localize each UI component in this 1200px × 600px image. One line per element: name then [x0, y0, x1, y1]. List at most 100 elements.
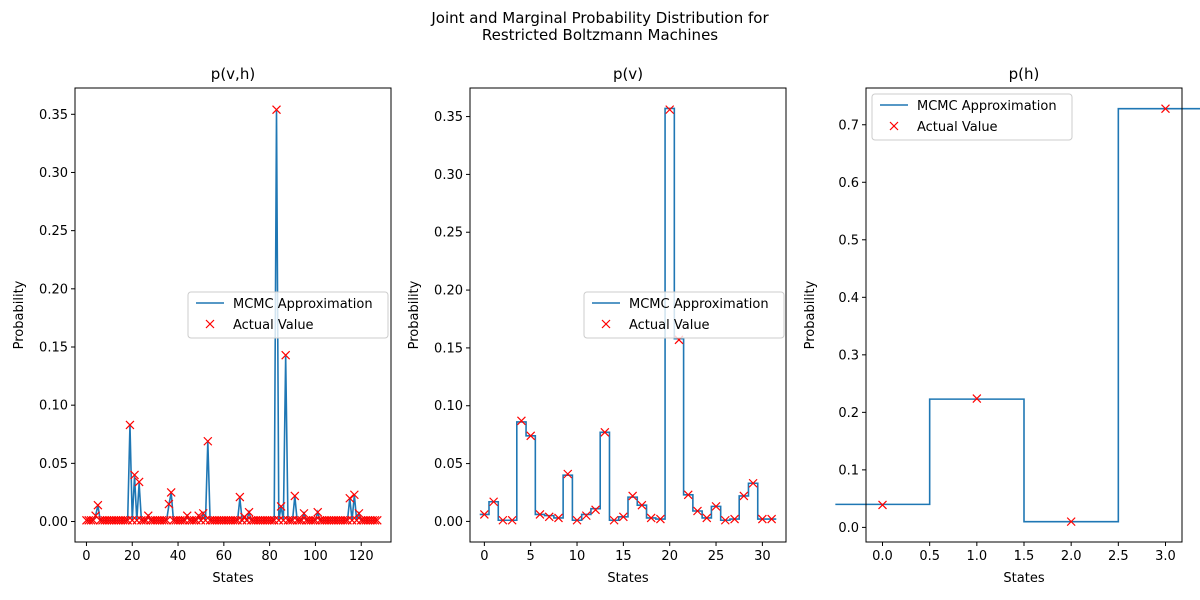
x-tick-label: 20	[124, 549, 141, 564]
legend: MCMC Approximation Actual Value	[187, 291, 389, 339]
y-tick-label: 0.05	[39, 457, 68, 472]
data-point-actual	[572, 515, 582, 525]
legend-label-actual: Actual Value	[629, 318, 710, 333]
x-tick-label: 0	[82, 549, 90, 564]
data-point-actual	[498, 515, 508, 525]
y-tick-label: 0.20	[434, 284, 463, 299]
chart-title: p(v,h)	[211, 65, 255, 83]
x-axis-label: States	[607, 571, 648, 586]
data-point-actual	[656, 514, 665, 524]
data-point-actual	[609, 515, 619, 525]
x-tick-label: 1.0	[966, 549, 987, 564]
data-point-actual	[767, 514, 777, 524]
legend-marker-swatch	[205, 319, 215, 329]
data-point-actual	[340, 515, 350, 525]
x-tick-label: 15	[615, 549, 632, 564]
y-tick-label: 0.2	[838, 406, 859, 421]
data-point-actual	[748, 478, 758, 488]
y-tick-label: 0.15	[39, 340, 68, 355]
data-point-actual	[166, 488, 176, 497]
data-point-actual	[313, 507, 323, 517]
axes-frame	[469, 87, 787, 543]
data-point-actual	[308, 515, 318, 525]
data-point-actual	[720, 515, 730, 525]
data-point-actual	[290, 491, 300, 501]
x-tick-label: 0.0	[872, 549, 893, 564]
data-point-actual	[1066, 517, 1076, 527]
data-point-actual	[581, 511, 591, 521]
data-point-actual	[203, 436, 213, 446]
legend-box	[187, 291, 389, 339]
legend-label-mcmc: MCMC Approximation	[233, 297, 373, 312]
y-tick-label: 0.0	[838, 521, 859, 536]
data-point-actual	[479, 510, 489, 519]
data-point-actual	[972, 394, 982, 403]
y-tick-label: 0.25	[434, 226, 463, 241]
data-point-actual	[159, 515, 169, 525]
legend-box	[871, 93, 1073, 141]
y-tick-label: 0.3	[838, 348, 859, 363]
data-point-actual	[372, 515, 382, 525]
x-tick-label: 3.0	[1155, 549, 1176, 564]
data-point-actual	[517, 416, 526, 426]
legend-label-actual: Actual Value	[233, 318, 314, 333]
data-point-actual	[370, 515, 380, 525]
data-point-actual	[134, 477, 144, 487]
data-point-actual	[88, 515, 98, 525]
chart-panel-3: 0.0 0.5 1.0 1.5 2.0 2.5 3.0 0.0 0.1 0.2 0.3 0.4 0.5 0…	[803, 65, 1200, 586]
data-point-actual	[281, 350, 291, 360]
data-point-actual	[276, 501, 286, 511]
x-tick-label: 120	[349, 549, 374, 564]
legend-label-mcmc: MCMC Approximation	[917, 99, 1057, 114]
x-tick-label: 0	[480, 549, 488, 564]
data-point-actual	[130, 470, 139, 480]
x-tick-label: 2.0	[1061, 549, 1082, 564]
data-point-actual	[299, 508, 309, 518]
data-point-actual	[554, 513, 563, 523]
x-tick-label: 40	[170, 549, 187, 564]
x-tick-label: 100	[303, 549, 328, 564]
x-tick-label: 1.5	[1014, 549, 1035, 564]
data-point-actual	[507, 515, 517, 525]
legend-label-mcmc: MCMC Approximation	[629, 297, 769, 312]
y-tick-label: 0.1	[838, 463, 859, 478]
y-tick-label: 0.30	[39, 166, 68, 181]
y-tick-label: 0.15	[434, 341, 463, 356]
figure-suptitle: Joint and Marginal Probability Distribut…	[431, 9, 769, 44]
data-point-actual	[198, 508, 208, 518]
legend-marker-swatch	[601, 319, 611, 329]
y-axis-label: Probability	[803, 280, 818, 349]
y-tick-label: 0.20	[39, 282, 68, 297]
data-point-actual	[730, 514, 739, 524]
data-point-actual	[345, 493, 355, 503]
data-point-actual	[230, 515, 240, 525]
legend-label-actual: Actual Value	[917, 120, 998, 135]
y-tick-label: 0.00	[434, 515, 463, 530]
y-tick-label: 0.35	[434, 110, 463, 125]
x-tick-label: 10	[569, 549, 586, 564]
data-point-actual	[711, 501, 721, 511]
x-tick-label: 25	[708, 549, 725, 564]
y-tick-label: 0.5	[838, 233, 859, 248]
y-tick-label: 0.00	[39, 515, 68, 530]
chart-panel-2: 0 5 10 15 20 25 30 0.00 0.05 0.10 0.15 0.20 0.25 0.30…	[407, 65, 787, 586]
data-point-actual	[665, 105, 675, 115]
y-tick-label: 0.10	[39, 399, 68, 414]
data-point-actual	[1161, 104, 1170, 114]
data-point-actual	[702, 513, 712, 523]
x-tick-label: 0.5	[919, 549, 940, 564]
data-point-actual	[294, 515, 304, 525]
data-point-actual	[125, 420, 135, 430]
data-point-actual	[354, 508, 364, 518]
data-point-actual	[683, 490, 693, 500]
y-tick-label: 0.7	[838, 118, 859, 133]
data-point-actual	[693, 506, 702, 516]
x-tick-label: 5	[527, 549, 535, 564]
data-point-actual	[489, 497, 499, 507]
data-point-actual	[272, 105, 281, 115]
legend: MCMC Approximation Actual Value	[583, 291, 785, 339]
x-tick-label: 20	[661, 549, 678, 564]
data-point-actual	[563, 469, 573, 479]
